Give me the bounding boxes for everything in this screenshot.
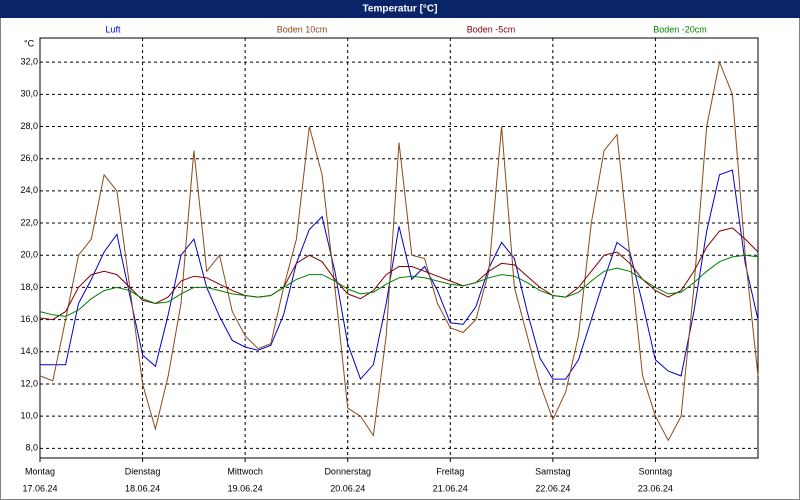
x-tick-sublabel: 20.06.24 — [330, 483, 365, 493]
plot-frame — [39, 37, 759, 459]
x-tick-label: Sonntag — [639, 466, 673, 476]
y-tick-label: 8,0 — [25, 443, 38, 453]
y-tick-label: 28,0 — [20, 121, 38, 131]
x-tick-label: Dienstag — [125, 466, 161, 476]
x-tick-label: Samstag — [535, 466, 571, 476]
y-tick-label: 18,0 — [20, 282, 38, 292]
series-line — [39, 254, 759, 317]
x-tick-label: Freitag — [436, 466, 464, 476]
x-tick-sublabel: 17.06.24 — [22, 483, 57, 493]
legend-entry: Boden 10cm — [277, 24, 328, 34]
y-tick-label: 12,0 — [20, 378, 38, 388]
y-tick-label: 24,0 — [20, 185, 38, 195]
x-tick-sublabel: 18.06.24 — [125, 483, 160, 493]
series-line — [40, 169, 759, 381]
legend-entry: Luft — [105, 24, 121, 34]
x-tick-sublabel: 19.06.24 — [228, 483, 263, 493]
title-bar — [0, 0, 800, 18]
x-tick-label: Montag — [25, 466, 55, 476]
y-tick-label: 16,0 — [20, 314, 38, 324]
y-tick-label: 22,0 — [20, 217, 38, 227]
y-tick-label: 14,0 — [20, 346, 38, 356]
y-tick-label: 20,0 — [20, 250, 38, 260]
legend-entry: Boden -5cm — [467, 24, 516, 34]
series-line — [39, 60, 759, 442]
series-line — [39, 227, 759, 321]
y-tick-label: 26,0 — [20, 153, 38, 163]
chart-title: Temperatur [°C] — [363, 4, 438, 15]
legend-entry: Boden -20cm — [653, 24, 707, 34]
y-tick-label: 32,0 — [20, 57, 38, 67]
x-tick-sublabel: 21.06.24 — [433, 483, 468, 493]
y-unit: °C — [24, 38, 35, 48]
y-tick-label: 10,0 — [20, 411, 38, 421]
x-tick-label: Donnerstag — [324, 466, 371, 476]
x-tick-sublabel: 23.06.24 — [638, 483, 673, 493]
y-tick-label: 30,0 — [20, 89, 38, 99]
x-tick-sublabel: 22.06.24 — [535, 483, 570, 493]
x-tick-label: Mittwoch — [227, 466, 263, 476]
